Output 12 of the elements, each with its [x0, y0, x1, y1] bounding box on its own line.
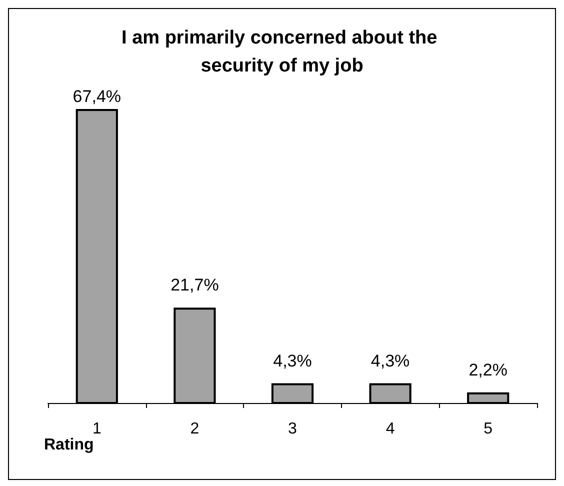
- x-tick-label: 1: [92, 420, 102, 438]
- data-label: 4,3%: [370, 351, 410, 370]
- x-tick-label: 5: [484, 420, 493, 438]
- chart-title: I am primarily concerned about the security of my job: [122, 28, 442, 76]
- data-label: 67,4%: [72, 87, 121, 106]
- x-axis-title: Rating: [44, 436, 94, 454]
- x-tick-label: 3: [288, 420, 298, 438]
- data-label: 21,7%: [170, 276, 219, 295]
- x-tick-label: 4: [386, 420, 395, 438]
- data-label: 4,3%: [273, 351, 312, 370]
- data-label: 2,2%: [468, 360, 508, 380]
- x-tick-label: 2: [190, 420, 200, 438]
